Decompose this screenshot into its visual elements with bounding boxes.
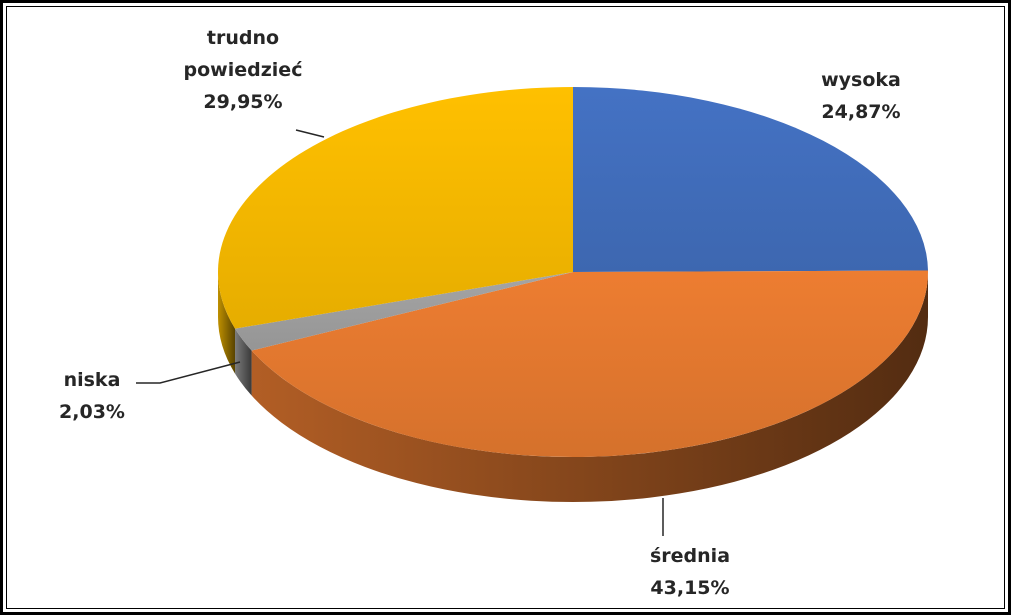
slice	[573, 87, 928, 272]
slice-side	[235, 328, 252, 396]
value-label: 43,15%	[650, 577, 730, 599]
slice	[251, 270, 929, 458]
value-label: 29,95%	[203, 91, 283, 113]
inner-border	[6, 6, 1005, 609]
slice	[235, 272, 573, 351]
leader-line	[136, 361, 241, 384]
category-label: trudno powiedzieć	[183, 27, 303, 81]
value-label: 24,87%	[821, 101, 901, 123]
slice-label: wysoka 24,87%	[821, 64, 901, 128]
slice	[218, 87, 574, 329]
slice-label: średnia 43,15%	[650, 540, 730, 604]
value-label: 2,03%	[59, 401, 125, 423]
leader-line	[295, 129, 325, 138]
slice-label: trudno powiedzieć 29,95%	[178, 22, 308, 118]
category-label: wysoka	[821, 69, 901, 91]
slice-label: niska 2,03%	[59, 364, 125, 428]
slice-side	[251, 272, 929, 503]
pie	[218, 87, 929, 503]
category-label: średnia	[649, 545, 731, 567]
slice-side	[218, 272, 236, 374]
category-label: niska	[63, 369, 121, 391]
